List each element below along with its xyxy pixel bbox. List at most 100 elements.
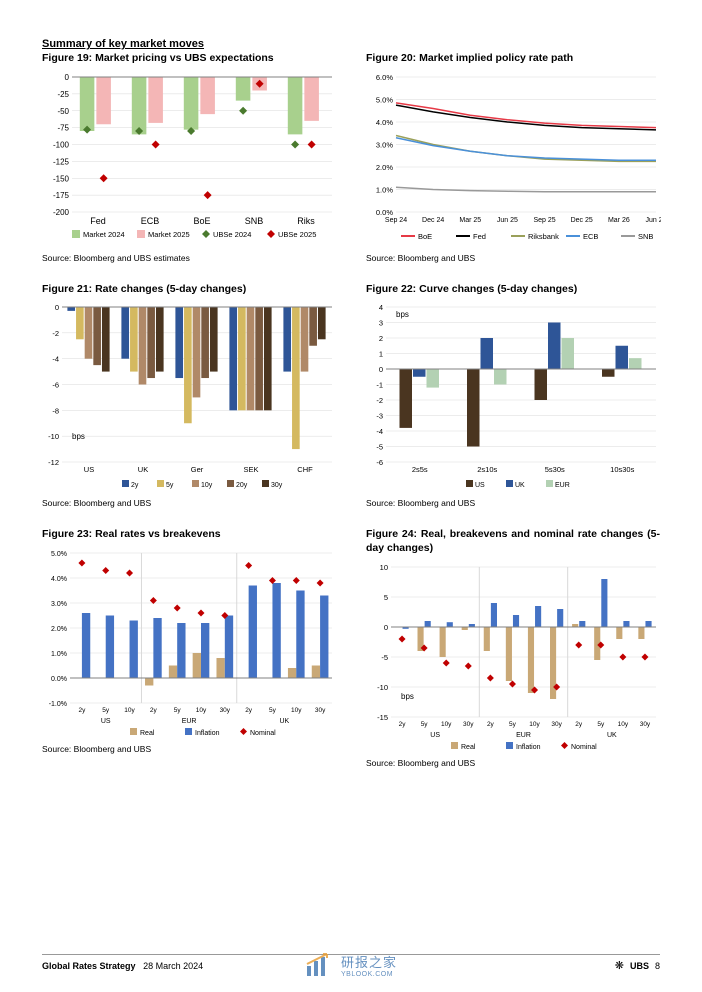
svg-text:5: 5 bbox=[384, 593, 388, 602]
ubs-logo-icon: ❋ bbox=[615, 959, 624, 972]
svg-text:Nominal: Nominal bbox=[571, 744, 597, 751]
summary-title: Summary of key market moves bbox=[42, 38, 660, 50]
svg-text:0: 0 bbox=[65, 73, 70, 82]
svg-text:ECB: ECB bbox=[141, 216, 160, 226]
svg-text:ECB: ECB bbox=[583, 232, 598, 241]
svg-text:5y: 5y bbox=[174, 707, 182, 714]
svg-text:0: 0 bbox=[384, 623, 388, 632]
svg-text:Inflation: Inflation bbox=[195, 730, 220, 737]
svg-text:-5: -5 bbox=[376, 443, 383, 452]
svg-text:2y: 2y bbox=[399, 721, 407, 728]
svg-text:-4: -4 bbox=[376, 427, 383, 436]
fig24-source: Source: Bloomberg and UBS bbox=[366, 758, 660, 768]
svg-text:10y: 10y bbox=[441, 721, 452, 728]
svg-text:2.0%: 2.0% bbox=[51, 626, 67, 633]
svg-text:20y: 20y bbox=[236, 482, 248, 489]
fig24-chart: 1050-5-10-15bps2y5y10y30y2y5y10y30y2y5y1… bbox=[366, 562, 660, 752]
svg-text:10s30s: 10s30s bbox=[610, 465, 634, 474]
svg-text:UBSe 2024: UBSe 2024 bbox=[213, 230, 251, 239]
svg-text:1.0%: 1.0% bbox=[376, 185, 393, 194]
svg-text:-50: -50 bbox=[57, 106, 69, 115]
watermark-sub: YBLOOK.COM bbox=[341, 971, 397, 978]
fig20-title: Figure 20: Market implied policy rate pa… bbox=[366, 52, 660, 66]
svg-text:10: 10 bbox=[380, 563, 388, 572]
svg-text:-4: -4 bbox=[52, 355, 59, 364]
svg-text:-175: -175 bbox=[53, 191, 70, 200]
footer-page: 8 bbox=[655, 961, 660, 971]
svg-text:Sep 25: Sep 25 bbox=[533, 217, 555, 224]
svg-text:Riks: Riks bbox=[297, 216, 315, 226]
fig24-col: Figure 24: Real, breakevens and nominal … bbox=[366, 528, 660, 767]
svg-text:CHF: CHF bbox=[297, 465, 313, 474]
svg-text:-2: -2 bbox=[376, 396, 383, 405]
svg-text:Mar 25: Mar 25 bbox=[459, 217, 481, 224]
svg-text:UK: UK bbox=[279, 718, 289, 725]
fig20-col: Figure 20: Market implied policy rate pa… bbox=[366, 52, 660, 263]
svg-text:SNB: SNB bbox=[638, 232, 653, 241]
svg-text:Mar 26: Mar 26 bbox=[608, 217, 630, 224]
svg-text:Market 2025: Market 2025 bbox=[148, 230, 190, 239]
svg-text:4.0%: 4.0% bbox=[51, 576, 67, 583]
svg-text:30y: 30y bbox=[463, 721, 474, 728]
svg-text:2.0%: 2.0% bbox=[376, 163, 393, 172]
row-1: Figure 19: Market pricing vs UBS expecta… bbox=[42, 52, 660, 263]
fig23-title: Figure 23: Real rates vs breakevens bbox=[42, 528, 336, 542]
svg-text:-75: -75 bbox=[57, 123, 69, 132]
svg-text:Jun 26: Jun 26 bbox=[645, 217, 661, 224]
svg-text:2y: 2y bbox=[487, 721, 495, 728]
svg-text:30y: 30y bbox=[640, 721, 651, 728]
svg-text:Jun 25: Jun 25 bbox=[497, 217, 518, 224]
svg-text:10y: 10y bbox=[124, 707, 135, 714]
svg-text:10y: 10y bbox=[196, 707, 207, 714]
svg-text:-3: -3 bbox=[376, 412, 383, 421]
footer-left: Global Rates Strategy 28 March 2024 bbox=[42, 961, 203, 971]
fig23-col: Figure 23: Real rates vs breakevens -1.0… bbox=[42, 528, 336, 767]
fig23-chart: -1.0%0.0%1.0%2.0%3.0%4.0%5.0%2y5y10y2y5y… bbox=[42, 548, 336, 738]
svg-text:-100: -100 bbox=[53, 140, 70, 149]
svg-text:30y: 30y bbox=[551, 721, 562, 728]
svg-text:Market 2024: Market 2024 bbox=[83, 230, 125, 239]
svg-text:5y: 5y bbox=[509, 721, 517, 728]
svg-text:US: US bbox=[475, 482, 485, 489]
svg-text:5y: 5y bbox=[166, 482, 174, 489]
svg-text:-200: -200 bbox=[53, 208, 70, 217]
fig22-col: Figure 22: Curve changes (5-day changes)… bbox=[366, 283, 660, 509]
row-3: Figure 23: Real rates vs breakevens -1.0… bbox=[42, 528, 660, 767]
svg-text:5.0%: 5.0% bbox=[51, 551, 67, 558]
svg-text:-10: -10 bbox=[48, 432, 59, 441]
svg-text:Dec 25: Dec 25 bbox=[571, 217, 593, 224]
svg-text:UBSe 2025: UBSe 2025 bbox=[278, 230, 316, 239]
svg-text:-10: -10 bbox=[377, 683, 388, 692]
svg-text:5y: 5y bbox=[102, 707, 110, 714]
svg-text:Riksbank: Riksbank bbox=[528, 232, 559, 241]
page: Summary of key market moves Figure 19: M… bbox=[0, 0, 702, 768]
svg-text:0: 0 bbox=[379, 365, 383, 374]
svg-text:-12: -12 bbox=[48, 458, 59, 467]
svg-text:BoE: BoE bbox=[418, 232, 432, 241]
svg-text:-8: -8 bbox=[52, 407, 59, 416]
svg-text:1.0%: 1.0% bbox=[51, 651, 67, 658]
svg-text:-1: -1 bbox=[376, 381, 383, 390]
fig19-col: Figure 19: Market pricing vs UBS expecta… bbox=[42, 52, 336, 263]
fig21-col: Figure 21: Rate changes (5-day changes) … bbox=[42, 283, 336, 509]
svg-text:2y: 2y bbox=[131, 482, 139, 489]
svg-text:0: 0 bbox=[55, 303, 59, 312]
svg-text:-1.0%: -1.0% bbox=[49, 701, 67, 708]
svg-text:6.0%: 6.0% bbox=[376, 73, 393, 82]
footer-title: Global Rates Strategy bbox=[42, 961, 136, 971]
svg-text:0.0%: 0.0% bbox=[51, 676, 67, 683]
svg-text:10y: 10y bbox=[201, 482, 213, 489]
footer-right: ❋ UBS 8 bbox=[615, 959, 660, 972]
svg-text:5.0%: 5.0% bbox=[376, 95, 393, 104]
svg-text:5y: 5y bbox=[269, 707, 277, 714]
svg-text:3.0%: 3.0% bbox=[51, 601, 67, 608]
svg-text:3: 3 bbox=[379, 319, 383, 328]
fig19-source: Source: Bloomberg and UBS estimates bbox=[42, 253, 336, 263]
svg-text:bps: bps bbox=[396, 310, 409, 319]
svg-text:US: US bbox=[101, 718, 111, 725]
svg-text:5s30s: 5s30s bbox=[545, 465, 565, 474]
svg-text:Nominal: Nominal bbox=[250, 730, 276, 737]
watermark: 研报之家 YBLOOK.COM bbox=[305, 952, 397, 978]
svg-text:bps: bps bbox=[72, 432, 85, 441]
svg-text:2s10s: 2s10s bbox=[477, 465, 497, 474]
